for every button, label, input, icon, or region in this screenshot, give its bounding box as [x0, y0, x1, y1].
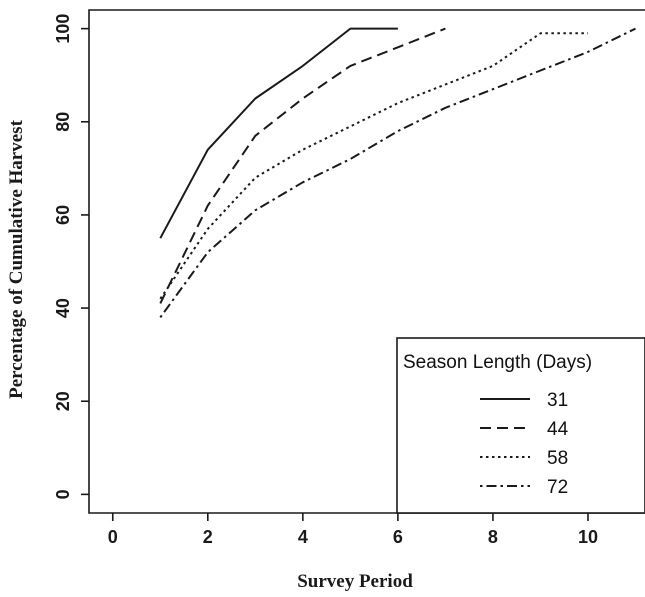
series-layer: [159, 27, 636, 318]
legend-box: [396, 337, 645, 514]
legend-label-31: 31: [547, 390, 568, 411]
legend-label-44: 44: [547, 419, 569, 440]
x-tick-label: 4: [298, 527, 308, 547]
y-tick-label: 40: [53, 298, 73, 318]
y-axis: 0 20 40 60 80 100: [53, 14, 89, 499]
legend-item-44: 44: [480, 419, 569, 440]
legend-label-72: 72: [547, 477, 568, 498]
legend-item-31: 31: [480, 390, 568, 411]
series-line-58: [159, 32, 588, 300]
legend-item-58: 58: [480, 448, 568, 469]
y-tick-label: 20: [53, 391, 73, 411]
legend: Season Length (Days) 31 44 58 72: [396, 337, 645, 514]
x-tick-label: 2: [203, 527, 213, 547]
x-axis: 0 2 4 6 8 10: [108, 513, 598, 547]
y-tick-label: 0: [53, 489, 73, 499]
y-tick-label: 80: [53, 112, 73, 132]
y-tick-label: 60: [53, 205, 73, 225]
x-tick-label: 10: [578, 527, 598, 547]
legend-title: Season Length (Days): [403, 352, 592, 373]
plot-frame: [88, 9, 645, 514]
x-tick-label: 0: [108, 527, 118, 547]
legend-items: 31 44 58 72: [480, 390, 569, 498]
legend-label-58: 58: [547, 448, 568, 469]
x-tick-label: 8: [488, 527, 498, 547]
y-tick-label: 100: [53, 14, 73, 44]
legend-item-72: 72: [480, 477, 568, 498]
x-tick-label: 6: [393, 527, 403, 547]
series-line-31: [159, 27, 398, 239]
y-axis-label: Percentage of Cumulative Harvest: [6, 119, 27, 398]
series-line-44: [159, 27, 446, 304]
series-line-72: [159, 27, 636, 318]
x-axis-label: Survey Period: [297, 571, 413, 592]
plot-border: [88, 9, 645, 514]
